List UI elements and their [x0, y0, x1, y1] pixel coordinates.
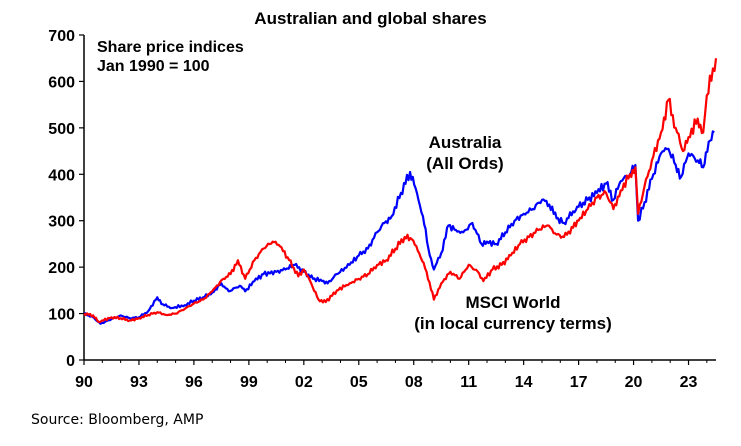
x-tick-label: 11 [460, 374, 477, 391]
x-tick-label: 99 [240, 374, 258, 391]
y-tick-label: 0 [66, 353, 75, 370]
x-tick-label: 96 [185, 374, 203, 391]
series-line-msci-world [83, 58, 718, 324]
x-tick-label: 17 [570, 374, 588, 391]
series-layer [83, 58, 718, 325]
axes: 0 100 200 300 400 500 600 700 90 93 96 99 02 05 08 11 14… [48, 28, 716, 391]
series-label-msci-world: MSCI World (in local currency terms) [414, 293, 612, 333]
source-note: Source: Bloomberg, AMP [31, 412, 204, 428]
chart-title: Australian and global shares [254, 9, 487, 28]
x-tick-label: 90 [75, 374, 93, 391]
y-tick-label: 200 [48, 260, 75, 277]
y-tick-label: 100 [48, 307, 75, 324]
x-tick-label: 20 [625, 374, 643, 391]
y-tick-label: 300 [48, 214, 75, 231]
x-tick-label: 02 [295, 374, 313, 391]
y-tick-label: 700 [48, 28, 75, 45]
x-tick-label: 08 [405, 374, 423, 391]
chart-subtitle: Share price indices Jan 1990 = 100 [97, 39, 244, 75]
y-tick-label: 500 [48, 121, 75, 138]
x-tick-label: 14 [515, 374, 533, 391]
x-tick-label: 93 [130, 374, 148, 391]
y-tick-label: 600 [48, 74, 75, 91]
x-tick-label: 23 [680, 374, 698, 391]
y-tick-label: 400 [48, 167, 75, 184]
series-line-australia [83, 130, 715, 325]
x-tick-label: 05 [350, 374, 368, 391]
series-label-australia: Australia (All Ords) [426, 133, 504, 173]
